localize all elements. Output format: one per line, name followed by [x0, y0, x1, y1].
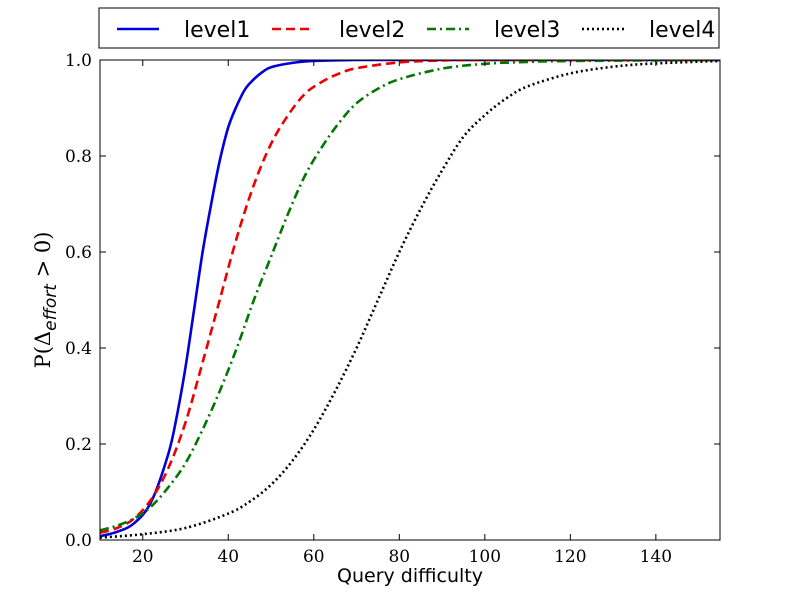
x-tick-label: 140: [640, 547, 672, 567]
y-tick-label: 1.0: [65, 51, 92, 71]
x-tick-label: 60: [303, 547, 325, 567]
y-axis-label-subscript: effort: [41, 283, 61, 331]
x-tick-label: 40: [217, 547, 239, 567]
axis-ticks: 20 40 60 80 100 120 140 0.0 0.2 0.4 0.6 0.8 1.0: [65, 51, 720, 567]
legend-box: [98, 7, 720, 49]
x-tick-label: 120: [554, 547, 586, 567]
series-line-level1: [100, 60, 720, 538]
legend-label-level1: level1: [184, 18, 250, 43]
y-tick-label: 0.6: [65, 243, 92, 263]
legend-label-level3: level3: [494, 18, 560, 43]
legend-label-level2: level2: [339, 18, 405, 43]
plot-series: [100, 60, 720, 539]
y-tick-label: 0.0: [65, 531, 92, 551]
y-axis-label-prefix: P(Δ: [31, 331, 55, 369]
series-line-level4: [100, 60, 720, 539]
legend-label-level4: level4: [649, 18, 715, 43]
y-tick-label: 0.8: [65, 147, 92, 167]
x-axis-label: Query difficulty: [337, 565, 483, 587]
series-line-level3: [100, 60, 720, 532]
legend: level1 level2 level3 level4: [98, 7, 720, 49]
y-axis-label-suffix: > 0): [31, 232, 55, 285]
series-line-level2: [100, 60, 720, 535]
plot-frame: [99, 59, 721, 541]
x-tick-label: 80: [388, 547, 410, 567]
y-tick-label: 0.4: [65, 339, 92, 359]
y-axis-label: P(Δeffort > 0): [31, 232, 61, 369]
x-tick-label: 100: [469, 547, 501, 567]
x-tick-label: 20: [132, 547, 154, 567]
y-tick-label: 0.2: [65, 435, 92, 455]
